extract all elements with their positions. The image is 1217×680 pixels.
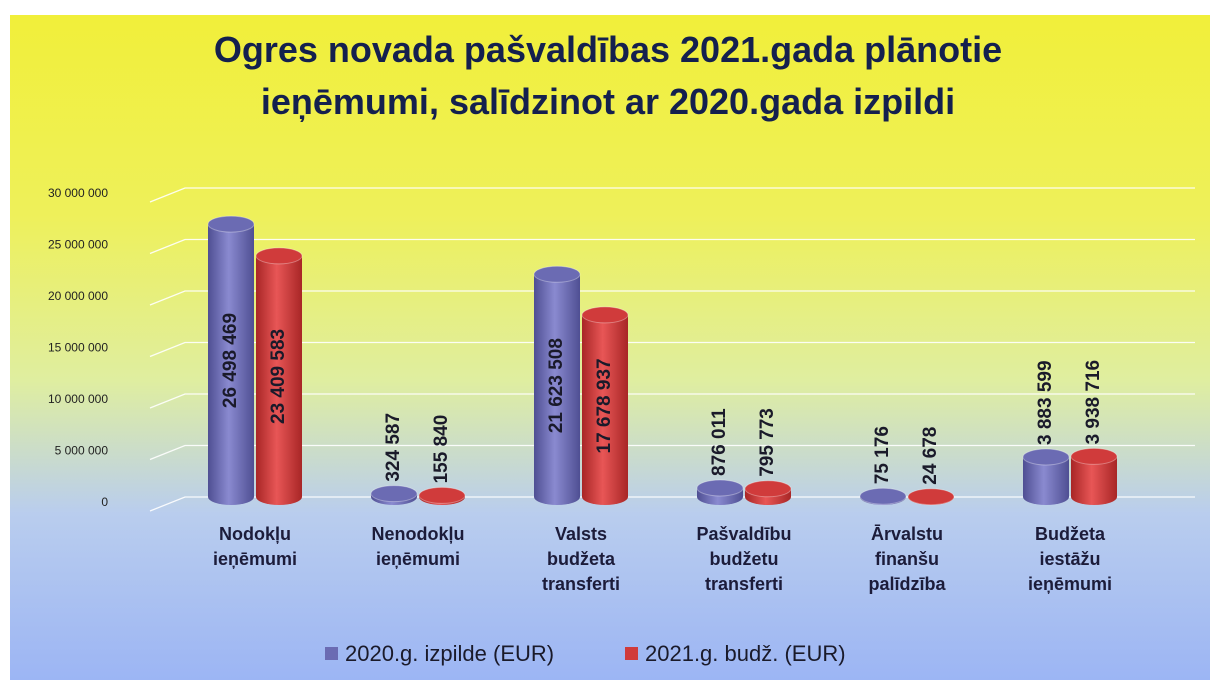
bar bbox=[581, 306, 629, 505]
bar-top bbox=[1022, 448, 1070, 466]
grid-line bbox=[149, 496, 1195, 512]
bar bbox=[533, 265, 581, 505]
grid-line bbox=[149, 444, 1195, 461]
legend-swatch bbox=[625, 647, 638, 660]
bar-top bbox=[207, 215, 255, 233]
grid-line bbox=[149, 393, 1195, 409]
x-tick-label: Nodokļu ieņēmumi bbox=[212, 524, 298, 569]
bar bbox=[255, 247, 303, 505]
value-label: 23 409 583 bbox=[268, 329, 289, 424]
bar bbox=[1022, 448, 1070, 505]
bar-body bbox=[534, 274, 580, 505]
x-tick-label: Nenodokļu ieņēmumi bbox=[371, 524, 465, 569]
y-tick-label: 5 000 000 bbox=[55, 444, 109, 458]
value-label: 17 678 937 bbox=[594, 358, 615, 453]
bar-top bbox=[255, 247, 303, 265]
grid-line bbox=[149, 187, 1195, 203]
y-tick-label: 25 000 000 bbox=[48, 238, 108, 252]
value-label: 3 938 716 bbox=[1083, 360, 1104, 445]
x-tick-label: Budžeta iestāžu ieņēmumi bbox=[1027, 524, 1113, 594]
value-label: 24 678 bbox=[920, 427, 941, 485]
legend-label: 2020.g. izpilde (EUR) bbox=[345, 641, 554, 666]
bar-body bbox=[1071, 456, 1117, 505]
x-tick-label: Valsts budžeta transferti bbox=[541, 524, 621, 594]
x-tick-label: Ārvalstu finanšu palīdzība bbox=[868, 524, 946, 594]
value-label: 155 840 bbox=[431, 415, 452, 484]
value-label: 795 773 bbox=[757, 408, 778, 477]
y-tick-label: 15 000 000 bbox=[48, 341, 108, 355]
grid-line bbox=[149, 290, 1195, 306]
bar-body bbox=[1023, 456, 1069, 505]
bar bbox=[207, 215, 255, 505]
bar-top bbox=[1070, 447, 1118, 465]
bar-body bbox=[256, 255, 302, 505]
bar-top bbox=[744, 480, 792, 498]
bar-top bbox=[696, 479, 744, 497]
value-label: 876 011 bbox=[709, 408, 730, 476]
bar-top bbox=[370, 485, 418, 503]
value-label: 21 623 508 bbox=[546, 338, 567, 433]
legend-label: 2021.g. budž. (EUR) bbox=[645, 641, 846, 666]
bar bbox=[696, 479, 744, 505]
x-tick-label: Pašvaldību budžetu transferti bbox=[696, 524, 792, 594]
bar-body bbox=[208, 224, 254, 505]
y-tick-label: 0 bbox=[101, 495, 108, 509]
bar-top bbox=[418, 486, 466, 504]
bar-top bbox=[533, 265, 581, 283]
value-label: 324 587 bbox=[383, 413, 404, 482]
y-tick-label: 20 000 000 bbox=[48, 289, 108, 303]
value-label: 75 176 bbox=[872, 426, 893, 484]
legend-swatch bbox=[325, 647, 338, 660]
y-tick-label: 30 000 000 bbox=[48, 186, 108, 200]
bar-top bbox=[907, 488, 955, 506]
bar bbox=[1070, 447, 1118, 505]
grid-line bbox=[149, 238, 1195, 255]
value-label: 3 883 599 bbox=[1035, 360, 1056, 445]
bar bbox=[370, 485, 418, 505]
bar bbox=[907, 488, 955, 506]
y-tick-label: 10 000 000 bbox=[48, 392, 108, 406]
bar-top bbox=[581, 306, 629, 324]
bar-body bbox=[582, 314, 628, 505]
bar-top bbox=[859, 487, 907, 505]
bar bbox=[859, 487, 907, 505]
grid-line bbox=[149, 341, 1195, 358]
chart-title: Ogres novada pašvaldības 2021.gada plāno… bbox=[213, 29, 1003, 122]
bar bbox=[418, 486, 466, 505]
value-label: 26 498 469 bbox=[220, 313, 241, 408]
bar bbox=[744, 480, 792, 505]
